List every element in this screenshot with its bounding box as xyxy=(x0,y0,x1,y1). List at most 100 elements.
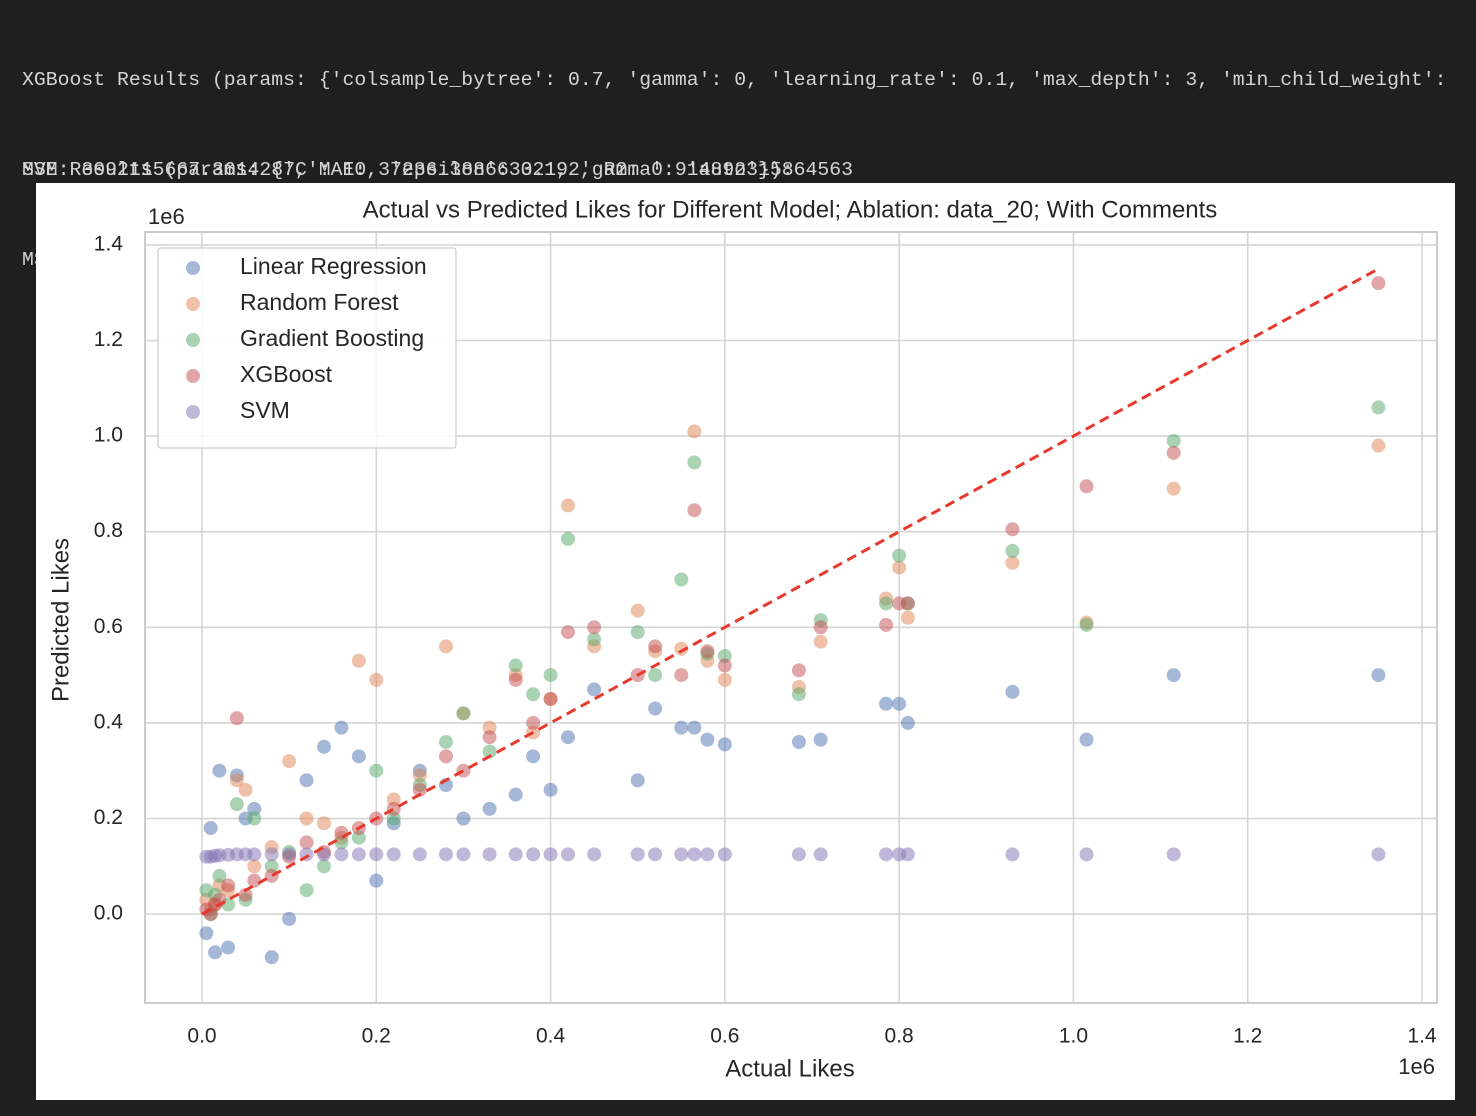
y-axis-label: Predicted Likes xyxy=(47,538,74,702)
data-point xyxy=(1005,522,1020,537)
data-point xyxy=(1166,481,1181,496)
data-point xyxy=(1079,479,1094,494)
data-point xyxy=(1166,668,1181,683)
data-point xyxy=(438,639,453,654)
data-point xyxy=(221,878,236,893)
legend-box xyxy=(157,247,457,449)
data-point xyxy=(813,847,828,862)
x-tick-label: 0.2 xyxy=(362,1025,391,1048)
legend-marker xyxy=(186,297,200,311)
data-point xyxy=(1371,400,1386,415)
data-point xyxy=(879,596,894,611)
data-point xyxy=(482,744,497,759)
legend-label: XGBoost xyxy=(240,361,333,387)
data-point xyxy=(334,847,349,862)
data-point xyxy=(264,847,279,862)
data-point xyxy=(212,868,227,883)
data-point xyxy=(900,610,915,625)
data-point xyxy=(369,847,384,862)
x-tick-label: 1.4 xyxy=(1407,1025,1437,1048)
cell-output: XGBoost Results (params: {'colsample_byt… xyxy=(22,5,1476,215)
data-point xyxy=(299,773,314,788)
x-tick-label: 0.8 xyxy=(885,1025,914,1048)
data-point xyxy=(1371,847,1386,862)
data-point xyxy=(630,847,645,862)
data-point xyxy=(456,847,471,862)
y-tick-label: 1.4 xyxy=(94,232,124,255)
data-point xyxy=(482,730,497,745)
data-point xyxy=(247,811,262,826)
y-tick-label: 0.4 xyxy=(94,710,124,733)
legend-marker xyxy=(186,333,200,347)
data-point xyxy=(412,847,427,862)
data-point xyxy=(438,749,453,764)
legend-marker xyxy=(186,369,200,383)
data-point xyxy=(299,835,314,850)
data-point xyxy=(238,887,253,902)
data-point xyxy=(717,737,732,752)
data-point xyxy=(1005,543,1020,558)
data-point xyxy=(526,687,541,702)
legend-marker xyxy=(186,261,200,275)
data-point xyxy=(791,847,806,862)
data-point xyxy=(212,763,227,778)
data-point xyxy=(351,653,366,668)
data-point xyxy=(282,847,297,862)
data-point xyxy=(560,625,575,640)
data-point xyxy=(247,847,262,862)
data-point xyxy=(791,663,806,678)
data-point xyxy=(560,847,575,862)
data-point xyxy=(892,548,907,563)
data-point xyxy=(674,720,689,735)
data-point xyxy=(199,926,214,941)
legend-label: SVM xyxy=(240,397,290,423)
data-point xyxy=(587,632,602,647)
data-point xyxy=(717,658,732,673)
data-point xyxy=(334,825,349,840)
output-line: XGBoost Results (params: {'colsample_byt… xyxy=(22,69,1447,91)
legend-label: Linear Regression xyxy=(240,253,427,279)
data-point xyxy=(791,687,806,702)
data-point xyxy=(369,873,384,888)
data-point xyxy=(892,696,907,711)
data-point xyxy=(648,668,663,683)
data-point xyxy=(900,847,915,862)
y-tick-label: 1.2 xyxy=(94,328,123,351)
x-tick-label: 0.4 xyxy=(536,1025,566,1048)
data-point xyxy=(587,682,602,697)
data-point xyxy=(456,763,471,778)
data-point xyxy=(299,883,314,898)
data-point xyxy=(587,620,602,635)
data-point xyxy=(674,641,689,656)
data-point xyxy=(813,634,828,649)
chart-title: Actual vs Predicted Likes for Different … xyxy=(363,196,1218,223)
data-point xyxy=(674,847,689,862)
data-point xyxy=(630,603,645,618)
data-point xyxy=(687,424,702,439)
data-point xyxy=(879,847,894,862)
data-point xyxy=(299,811,314,826)
data-point xyxy=(316,847,331,862)
data-point xyxy=(700,644,715,659)
data-point xyxy=(1371,276,1386,291)
data-point xyxy=(791,735,806,750)
data-point xyxy=(1005,555,1020,570)
data-point xyxy=(1371,668,1386,683)
data-point xyxy=(879,617,894,632)
output-line: SVM Results (params: {'C': 10, 'epsilon'… xyxy=(22,159,794,181)
data-point xyxy=(351,749,366,764)
data-point xyxy=(543,668,558,683)
data-point xyxy=(1166,445,1181,460)
data-point xyxy=(1005,684,1020,699)
y-tick-label: 0.0 xyxy=(94,902,123,925)
data-point xyxy=(900,715,915,730)
data-point xyxy=(351,847,366,862)
y-tick-label: 0.8 xyxy=(94,519,123,542)
data-point xyxy=(221,940,236,955)
legend-label: Gradient Boosting xyxy=(240,325,424,351)
data-point xyxy=(229,773,244,788)
legend-label: Random Forest xyxy=(240,289,399,315)
data-point xyxy=(1005,847,1020,862)
data-point xyxy=(482,847,497,862)
